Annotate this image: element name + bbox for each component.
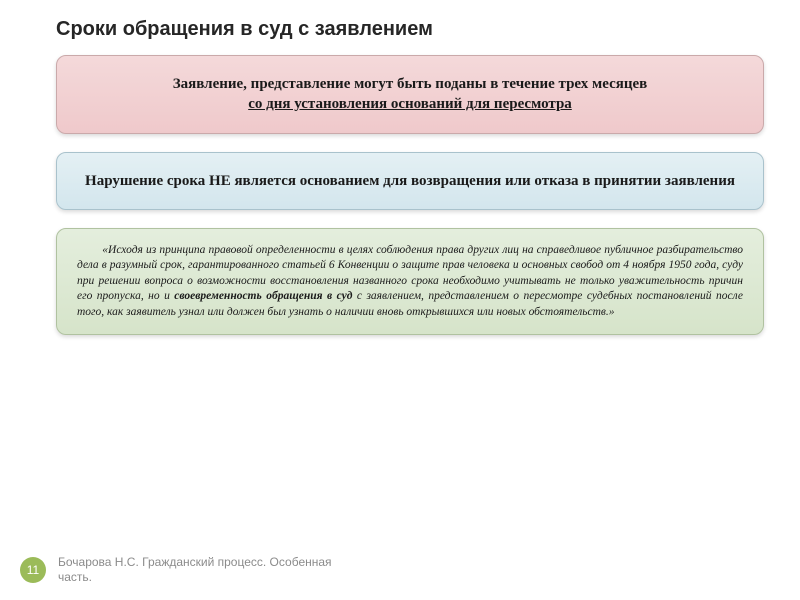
quote-emphasis: своевременность обращения в суд — [174, 290, 352, 302]
card-violation-text: Нарушение срока НЕ является основанием д… — [85, 171, 735, 191]
quote-text: «Исходя из принципа правовой определенно… — [77, 243, 743, 321]
card-deadline-line2: со дня установления оснований для пересм… — [248, 96, 572, 112]
page-title: Сроки обращения в суд с заявлением — [56, 18, 764, 41]
card-violation: Нарушение срока НЕ является основанием д… — [56, 152, 764, 210]
slide: Сроки обращения в суд с заявлением Заявл… — [0, 0, 800, 600]
card-deadline-text: Заявление, представление могут быть пода… — [85, 74, 735, 115]
footer-credit: Бочарова Н.С. Гражданский процесс. Особе… — [58, 555, 358, 584]
card-deadline-line1: Заявление, представление могут быть пода… — [173, 76, 648, 92]
card-quote: «Исходя из принципа правовой определенно… — [56, 228, 764, 336]
footer: 11 Бочарова Н.С. Гражданский процесс. Ос… — [20, 555, 358, 584]
card-deadline: Заявление, представление могут быть пода… — [56, 55, 764, 134]
page-number-badge: 11 — [20, 557, 46, 583]
